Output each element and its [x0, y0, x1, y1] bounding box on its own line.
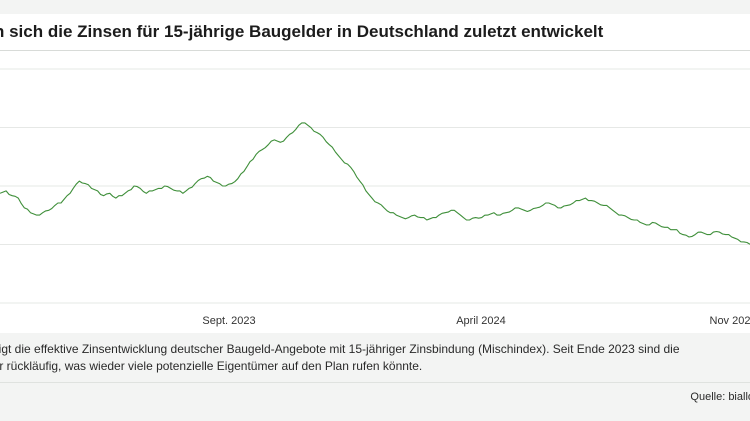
series-line — [0, 122, 750, 245]
source-label: Quelle: biallo — [690, 391, 750, 403]
description-line-1: zeigt die effektive Zinsentwicklung deut… — [0, 342, 680, 356]
plot-area: Sept. 2023 April 2024 Nov 202 — [0, 51, 750, 333]
chart-title: n sich die Zinsen für 15-jährige Baugeld… — [0, 22, 604, 41]
title-bar: n sich die Zinsen für 15-jährige Baugeld… — [0, 14, 750, 51]
description-line-2: der rückläufig, was wieder viele potenzi… — [0, 359, 423, 373]
chart-description: zeigt die effektive Zinsentwicklung deut… — [0, 341, 750, 375]
x-tick-label: Nov 202 — [710, 315, 750, 327]
line-chart: Sept. 2023 April 2024 Nov 202 — [0, 68, 750, 327]
x-tick-label: April 2024 — [456, 315, 506, 327]
source-divider — [0, 382, 750, 383]
x-tick-label: Sept. 2023 — [202, 315, 255, 327]
